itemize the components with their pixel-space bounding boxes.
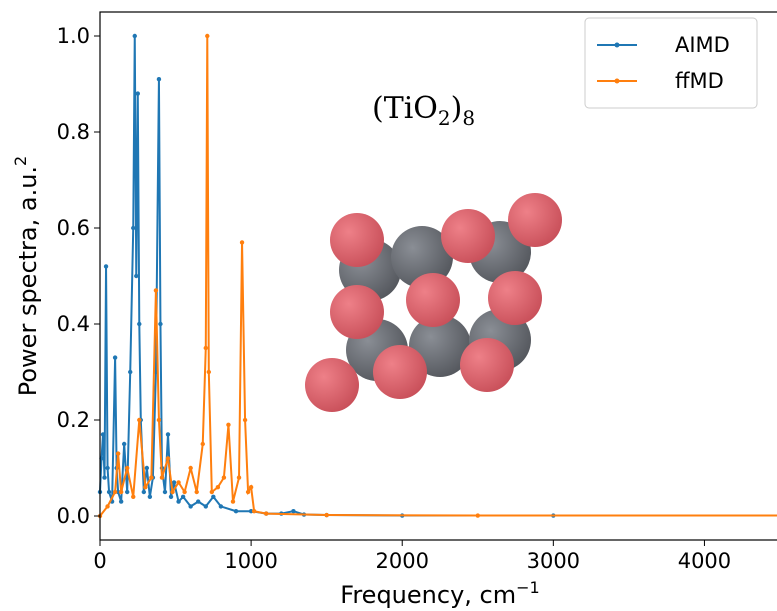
data-point <box>131 225 136 231</box>
y-tick-label: 0.2 <box>57 408 90 432</box>
data-point <box>188 504 193 509</box>
annotation: (TiO2)8 <box>372 91 475 130</box>
data-point <box>180 494 186 499</box>
series-line <box>99 35 777 517</box>
data-point <box>209 489 215 495</box>
data-point <box>196 499 201 504</box>
data-point <box>324 512 329 518</box>
series-line <box>99 35 777 517</box>
data-point <box>194 489 199 495</box>
data-point <box>226 422 231 427</box>
data-point <box>105 465 110 471</box>
x-tick-label: 3000 <box>527 549 580 573</box>
data-point <box>230 499 236 504</box>
data-point <box>141 489 147 495</box>
y-tick-label: 0.8 <box>57 120 90 144</box>
data-point <box>102 475 107 480</box>
data-point <box>215 485 221 490</box>
data-point <box>245 489 251 495</box>
data-point <box>137 321 142 327</box>
data-point <box>171 480 177 485</box>
data-point <box>176 480 181 485</box>
data-point <box>134 273 139 279</box>
data-point <box>100 432 106 437</box>
legend-marker <box>614 78 620 84</box>
data-point <box>168 494 174 499</box>
data-point <box>147 494 153 499</box>
data-point <box>165 432 171 437</box>
legend-marker <box>614 42 620 48</box>
x-tick-label: 0 <box>93 549 106 573</box>
x-tick-label: 2000 <box>375 549 428 573</box>
data-point <box>132 33 137 39</box>
data-point <box>149 475 154 480</box>
data-point <box>206 369 211 375</box>
data-point <box>125 489 130 495</box>
y-tick-label: 1.0 <box>57 24 90 48</box>
data-point <box>203 345 208 351</box>
data-point <box>248 509 254 514</box>
y-axis-label: Power spectra, a.u.2 <box>11 156 42 397</box>
plot-area <box>97 33 777 519</box>
data-point <box>162 489 168 495</box>
y-tick-label: 0.0 <box>57 504 90 528</box>
data-point <box>242 417 248 423</box>
data-point <box>131 494 136 499</box>
data-point <box>156 417 162 423</box>
data-point <box>121 441 127 447</box>
data-point <box>158 321 163 327</box>
legend-box <box>584 17 758 109</box>
data-point <box>291 509 296 514</box>
data-point <box>112 489 118 495</box>
data-point <box>221 475 227 480</box>
data-point <box>475 513 480 518</box>
legend-label: ffMD <box>675 69 724 93</box>
axes-frame <box>99 11 777 541</box>
data-point <box>103 264 109 269</box>
x-tick-label: 1000 <box>224 549 277 573</box>
x-tick-label: 4000 <box>678 549 731 573</box>
data-point <box>118 489 124 495</box>
data-point <box>159 475 165 480</box>
data-point <box>251 509 257 514</box>
data-point <box>143 485 148 490</box>
data-point <box>205 33 210 39</box>
x-axis-label: Frequency, cm−1 <box>340 578 539 609</box>
molecule <box>305 193 562 412</box>
data-point <box>203 504 208 509</box>
data-point <box>182 489 187 495</box>
data-point <box>264 511 269 516</box>
data-point <box>118 499 124 504</box>
data-point <box>156 77 162 82</box>
data-point <box>153 288 159 293</box>
data-point <box>233 509 239 514</box>
data-point <box>188 465 193 471</box>
data-point <box>176 499 181 504</box>
data-point <box>200 441 205 447</box>
data-point <box>248 485 254 490</box>
data-point <box>137 417 142 423</box>
data-point <box>211 494 216 499</box>
data-point <box>135 91 140 96</box>
y-tick-label: 0.4 <box>57 312 90 336</box>
data-point <box>106 489 112 495</box>
data-point <box>128 369 133 375</box>
data-point <box>236 475 242 480</box>
legend-label: AIMD <box>675 33 730 57</box>
data-point <box>239 240 245 245</box>
data-point <box>105 504 110 509</box>
data-point <box>165 456 171 461</box>
data-point <box>144 465 150 471</box>
data-point <box>125 465 130 471</box>
data-point <box>170 489 175 495</box>
data-point <box>218 504 224 509</box>
data-point <box>115 489 121 495</box>
data-point <box>115 451 121 456</box>
y-tick-label: 0.6 <box>57 216 90 240</box>
data-point <box>112 355 118 360</box>
